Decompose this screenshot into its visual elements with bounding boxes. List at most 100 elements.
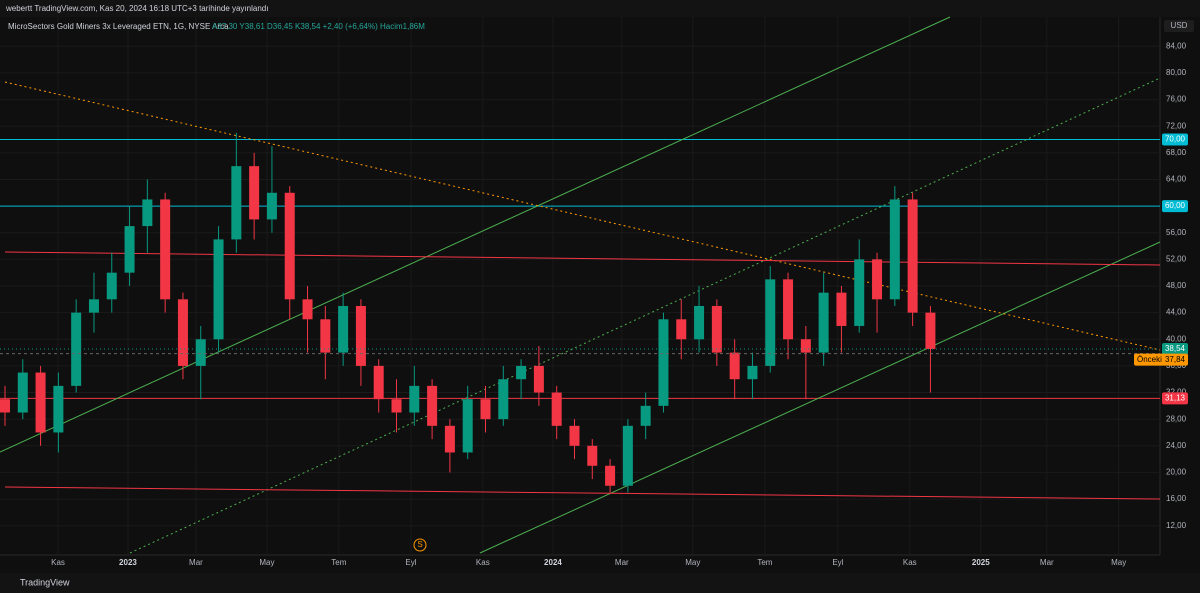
y-tick-label: 12,00	[1166, 521, 1187, 530]
candle-body	[17, 372, 28, 413]
y-tick-label: 32,00	[1166, 388, 1187, 397]
candle-body	[427, 385, 438, 426]
x-tick-label: Tem	[757, 558, 772, 567]
dividend-icon	[413, 538, 427, 552]
price-label-box	[1134, 353, 1188, 366]
candle-body	[320, 319, 331, 353]
candle-body	[818, 292, 829, 353]
candle-body	[213, 239, 224, 340]
candle-body	[195, 339, 206, 366]
y-tick-label: 28,00	[1166, 414, 1187, 423]
candle-body	[872, 259, 883, 300]
candle-body	[516, 365, 527, 380]
x-tick-label: Tem	[331, 558, 346, 567]
previous-close-name: Önceki	[1137, 355, 1162, 364]
candle-body	[658, 319, 669, 406]
published-text: webertt TradingView.com, Kas 20, 2024 16…	[5, 4, 268, 13]
x-tick-label: May	[685, 558, 700, 567]
currency: USD	[1171, 21, 1188, 30]
candle-body	[622, 425, 633, 486]
trend-line	[4, 486, 1161, 500]
candle-body	[249, 166, 260, 220]
candle-body	[605, 465, 616, 486]
price-label: 37,84	[1165, 355, 1186, 364]
x-tick-label: May	[1111, 558, 1126, 567]
candle-body	[765, 279, 776, 366]
candle-body	[355, 305, 366, 366]
candle-body	[694, 305, 705, 340]
chart-title: MicroSectors Gold Miners 3x Leveraged ET…	[8, 22, 229, 31]
candle-body	[391, 399, 402, 413]
candle-body	[783, 279, 794, 340]
candle-body	[854, 259, 865, 326]
candle-body	[231, 166, 242, 240]
candle-body	[925, 312, 936, 349]
candle-body	[160, 199, 171, 300]
candle-body	[569, 425, 580, 446]
candle-body	[177, 299, 188, 366]
brand: TradingView	[20, 577, 70, 587]
candle-body	[266, 192, 277, 220]
y-tick-label: 72,00	[1166, 121, 1187, 130]
chart-subtitle: A37,30 Y38,61 D36,45 K38,54 +2,40 (+6,64…	[212, 22, 425, 31]
candle-body	[907, 199, 918, 313]
candle-body	[35, 372, 46, 433]
x-tick-label: 2023	[119, 558, 137, 567]
trend-line	[4, 251, 1161, 266]
x-tick-label: Mar	[189, 558, 203, 567]
candle-body	[53, 385, 64, 433]
candle-body	[640, 405, 651, 426]
price-label-box	[1162, 133, 1188, 146]
candle-body	[462, 399, 473, 453]
x-tick-label: Kas	[903, 558, 917, 567]
x-tick-label: Kas	[476, 558, 490, 567]
y-tick-label: 44,00	[1166, 308, 1187, 317]
x-tick-label: Mar	[615, 558, 629, 567]
candle-body	[551, 392, 562, 426]
candle-body	[747, 365, 758, 380]
y-tick-label: 20,00	[1166, 468, 1187, 477]
y-tick-label: 68,00	[1166, 148, 1187, 157]
candle-body	[124, 226, 135, 273]
y-tick-label: 76,00	[1166, 95, 1187, 104]
candle-body	[302, 299, 313, 320]
price-label: 60,00	[1165, 201, 1186, 210]
candle-body	[480, 399, 491, 420]
y-tick-label: 16,00	[1166, 494, 1187, 503]
candle-body	[373, 365, 384, 400]
price-label-box	[1162, 392, 1188, 405]
y-tick-label: 40,00	[1166, 334, 1187, 343]
x-tick-label: Kas	[51, 558, 65, 567]
x-tick-label: Mar	[1040, 558, 1054, 567]
candle-body	[836, 292, 847, 326]
candle-body	[106, 272, 117, 300]
candle-body	[587, 445, 598, 466]
y-tick-label: 24,00	[1166, 441, 1187, 450]
drawings	[0, 16, 1161, 554]
candle-body	[142, 199, 153, 227]
x-tick-label: 2025	[972, 558, 990, 567]
x-tick-label: 2024	[544, 558, 562, 567]
y-tick-label: 64,00	[1166, 175, 1187, 184]
trend-line	[129, 77, 1161, 554]
y-tick-label: 56,00	[1166, 228, 1187, 237]
price-label: 70,00	[1165, 135, 1186, 144]
price-label-box	[1162, 200, 1188, 213]
footer-bar	[0, 573, 1200, 593]
y-tick-label: 84,00	[1166, 41, 1187, 50]
candle-body	[444, 425, 455, 453]
candle-body	[676, 319, 687, 340]
header-bar	[0, 0, 1200, 17]
y-tick-label: 52,00	[1166, 254, 1187, 263]
candle-body	[0, 399, 10, 413]
dividend-icon: S	[417, 540, 422, 549]
candle-body	[800, 339, 811, 353]
y-tick-label: 80,00	[1166, 68, 1187, 77]
candle-body	[533, 365, 544, 393]
price-label: 38,54	[1165, 344, 1186, 353]
candle-body	[88, 299, 99, 313]
candle-body	[498, 379, 509, 420]
x-tick-label: May	[259, 558, 274, 567]
